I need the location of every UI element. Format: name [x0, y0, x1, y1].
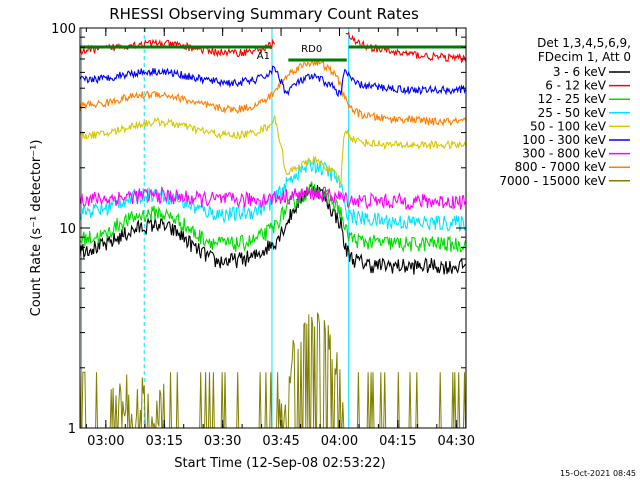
y-tick-label-1: 10 [59, 222, 76, 237]
x-tick-label-2: 03:30 [204, 434, 241, 449]
axes: 03:00 03:15 03:30 03:45 04:00 04:15 04:30 1 10 10… [51, 22, 475, 449]
legend-label-2: 12 - 25 keV [538, 92, 607, 106]
series-line-6 [80, 185, 466, 210]
legend-label-7: 800 - 7000 keV [515, 160, 607, 174]
x-tick-label-6: 04:30 [438, 434, 475, 449]
x-tick-label-3: 03:45 [262, 434, 299, 449]
legend-header-line2: FDecim 1, Att 0 [538, 50, 631, 64]
legend-label-0: 3 - 6 keV [553, 65, 607, 79]
attenuator-label: A1 [257, 51, 270, 62]
series-line-0 [80, 182, 466, 275]
chart-title: RHESSI Observing Summary Count Rates [109, 5, 419, 23]
series-line-7 [80, 59, 466, 128]
legend-label-5: 100 - 300 keV [522, 133, 606, 147]
legend: Det 1,3,4,5,6,9, FDecim 1, Att 0 3 - 6 k… [499, 36, 631, 188]
x-tick-label-5: 04:15 [379, 434, 416, 449]
series-line-3 [80, 157, 466, 232]
x-tick-label-1: 03:15 [146, 434, 183, 449]
x-tick-label-0: 03:00 [87, 434, 124, 449]
series-line-2 [80, 181, 466, 253]
series-line-5 [80, 65, 466, 98]
x-tick-label-4: 04:00 [321, 434, 358, 449]
footer-timestamp: 15-Oct-2021 08:45 [560, 469, 636, 478]
legend-label-1: 6 - 12 keV [545, 79, 607, 93]
series-line-8 [80, 312, 466, 428]
y-tick-label-2: 100 [51, 22, 76, 37]
plot-area: A1 RD0 [80, 28, 466, 428]
legend-label-8: 7000 - 15000 keV [499, 174, 606, 188]
legend-label-4: 50 - 100 keV [530, 119, 607, 133]
legend-label-6: 300 - 800 keV [522, 147, 606, 161]
decimation-label: RD0 [301, 44, 322, 55]
series-line-4 [80, 115, 466, 186]
y-tick-label-0: 1 [68, 422, 76, 437]
y-axis-label: Count Rate (s⁻¹ detector⁻¹) [29, 140, 44, 317]
x-axis-label: Start Time (12-Sep-08 02:53:22) [174, 456, 385, 471]
legend-label-3: 25 - 50 keV [538, 106, 607, 120]
legend-header-line1: Det 1,3,4,5,6,9, [537, 36, 631, 50]
